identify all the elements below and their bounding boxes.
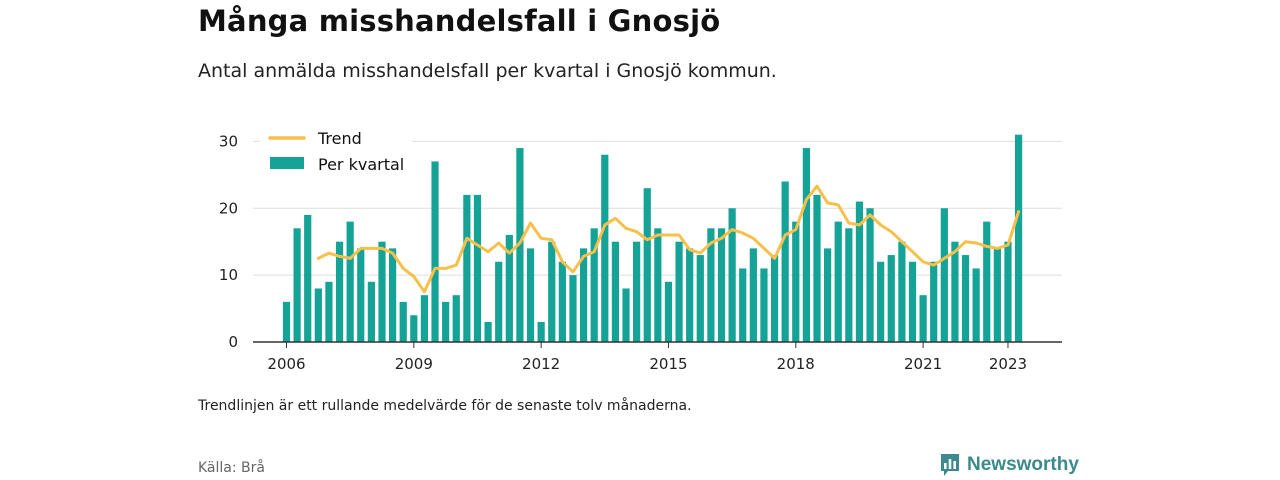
x-tick-label: 2006 [267,355,305,373]
legend-bar-swatch [270,157,304,169]
source-text: Källa: Brå [198,460,265,476]
bar [919,295,927,342]
x-tick-label: 2018 [777,355,815,373]
bar [558,261,566,342]
bar [611,241,620,342]
trend-line [316,184,1021,294]
chart-title: Många misshandelsfall i Gnosjö [198,4,721,38]
bar [654,228,662,342]
bar [877,261,885,342]
bar [696,255,704,342]
bar [781,181,789,342]
bar [749,248,757,342]
bar [760,268,768,342]
bar [601,154,609,342]
bar [845,228,853,342]
trend-line-path [316,184,1021,294]
bar [579,248,588,342]
bar [569,275,577,342]
x-tick-label: 2012 [522,355,560,373]
legend-bar-label: Per kvartal [318,155,404,174]
legend: Trend Per kvartal [260,126,412,180]
bar [675,241,683,342]
bar [813,194,821,342]
x-tick-label: 2015 [649,355,687,373]
bar [622,288,630,342]
y-tick-label: 10 [219,266,238,284]
bar [993,248,1001,342]
bar [495,261,503,342]
x-tick-label: 2023 [989,355,1027,373]
bar [463,194,471,342]
bar [930,261,938,342]
axes: 0 10 20 30 2006 2009 2012 2015 2018 2021 2023 [219,132,1062,373]
bar [908,261,917,342]
bar [855,201,864,342]
bar [526,248,535,342]
bar [357,248,365,342]
bar [802,148,810,342]
bar [898,241,906,342]
bar [887,255,895,342]
bar [537,321,545,342]
bar [314,288,322,342]
bar [1004,241,1012,342]
bar [484,321,492,342]
footnote: Trendlinjen är ett rullande medelvärde f… [198,398,692,414]
bar [1014,134,1023,342]
bar [717,228,726,342]
bar [961,255,970,342]
bar [707,228,715,342]
bar [325,281,333,342]
chart-subtitle: Antal anmälda misshandelsfall per kvarta… [198,60,777,82]
bar [399,301,407,342]
bar-line-chart: 0 10 20 30 2006 2009 2012 2015 2018 2021 2023 Tren… [219,126,1062,373]
x-tick-label: 2021 [904,355,942,373]
y-tick-label: 20 [219,199,238,217]
bar [410,315,418,342]
bar [951,241,959,342]
bar [335,241,344,342]
bar [590,228,598,342]
x-tick-label: 2009 [395,355,433,373]
bar [389,248,397,342]
bar [378,241,386,342]
brand-name: Newsworthy [967,454,1079,475]
bar [452,295,460,342]
bar [431,161,439,342]
bar [834,221,842,342]
brand-logo: Newsworthy [939,452,1079,478]
bar [866,208,874,342]
bar [824,248,832,342]
bar [293,228,301,342]
bar [792,221,800,342]
bar [972,268,980,342]
bar [983,221,991,342]
bar [420,295,429,342]
legend-trend-label: Trend [317,129,362,148]
bar [940,208,948,342]
bar [548,241,556,342]
bar [739,268,747,342]
bar [473,194,482,342]
bar [282,301,291,342]
bar [686,248,694,342]
bars-per-kvartal [282,134,1023,342]
bar [728,208,736,342]
y-tick-label: 0 [228,333,238,351]
newsworthy-logo-icon [941,454,959,476]
bar [442,301,450,342]
bar [643,188,651,342]
bar [770,255,779,342]
bar [304,214,312,342]
bar [505,235,513,342]
bar [367,281,375,342]
bar [664,281,673,342]
bar [633,241,641,342]
y-tick-label: 30 [219,132,238,150]
legend-background [260,126,412,180]
bar [346,221,354,342]
